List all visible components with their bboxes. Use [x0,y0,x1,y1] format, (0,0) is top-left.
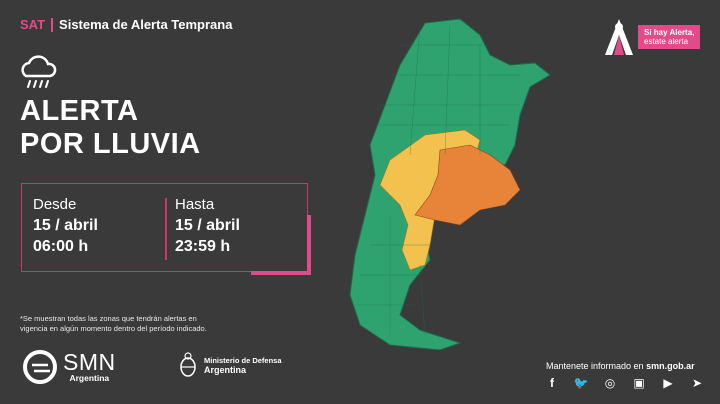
date-divider [165,198,167,260]
date-range-box: Desde 15 / abril 06:00 h Hasta 15 / abri… [21,183,311,275]
box-accent-v [307,215,311,275]
hasta-time: 23:59 h [175,238,231,255]
box-accent-h [251,271,311,275]
header-separator [51,17,54,32]
hasta-label: Hasta [175,196,215,213]
rain-cloud-icon [21,55,57,88]
smn-swirl-icon [23,350,57,384]
desde-column: Desde 15 / abril 06:00 h [33,196,98,257]
alert-title: ALERTA POR LLUVIA [20,95,201,161]
footnote-line2: vigencia en algún momento dentro del per… [20,324,207,333]
smn-country: Argentina [69,373,110,383]
map-orange-zone [414,144,521,226]
coat-of-arms-icon [180,352,196,377]
hasta-column: Hasta 15 / abril 23:59 h [175,196,240,257]
site-link[interactable]: smn.gob.ar [646,361,695,371]
alert-title-line1: ALERTA [20,95,139,127]
campaign-bold: Si hay Alerta, [644,28,695,37]
twitter-icon[interactable]: 🐦 [573,376,589,390]
ministerio-name: Ministerio de Defensa [204,355,282,365]
campaign-pill: Si hay Alerta, estate alerta [638,25,701,49]
instagram-icon[interactable]: ◎ [604,376,616,390]
alert-title-line2: POR LLUVIA [20,128,201,160]
sat-label: SAT [20,17,46,32]
header: SAT Sistema de Alerta Temprana [20,17,232,32]
desde-date: 15 / abril [33,217,98,234]
facebook-icon[interactable]: f [550,376,554,390]
smn-logo: SMN Argentina [22,349,116,385]
footnote: *Se muestran todas las zonas que tendrán… [20,314,207,334]
social-icons: f 🐦 ◎ ▣ ▶ ➤ [544,376,705,390]
campaign-logo: Si hay Alerta, estate alerta [602,17,701,57]
campaign-rest: estate alerta [644,37,689,46]
youtube-icon[interactable]: ▶ [663,376,673,390]
alert-person-icon [605,19,633,55]
hasta-date: 15 / abril [175,217,240,234]
tv-icon[interactable]: ▣ [633,376,645,390]
desde-label: Desde [33,196,77,213]
telegram-icon[interactable]: ➤ [691,376,703,390]
smn-name: SMN [63,349,116,375]
follow-text: Mantenete informado en smn.gob.ar [546,361,695,371]
desde-time: 06:00 h [33,238,89,255]
system-name: Sistema de Alerta Temprana [59,17,233,32]
ministerio-country: Argentina [204,364,247,375]
ministerio-logo: Ministerio de Defensa Argentina [178,352,282,378]
footnote-line1: *Se muestran todas las zonas que tendrán… [20,314,197,323]
follow-label: Mantenete informado en [546,361,644,371]
argentina-alert-map [349,18,551,350]
